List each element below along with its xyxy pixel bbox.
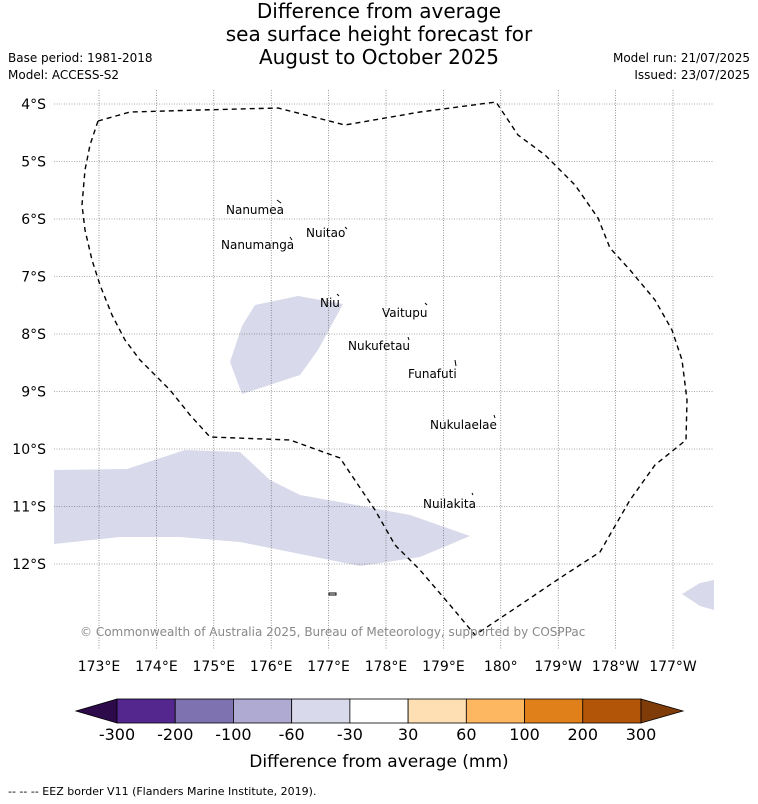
island-label-nanumea: Nanumea [226,203,284,217]
lon-label: 178°E [365,659,408,675]
base-period: Base period: 1981-2018 [8,51,153,65]
colorbar-tick-labels: -300 -200 -100 -60 -30 30 60 100 200 300 [99,725,656,744]
lon-label: 177°E [307,659,350,675]
colorbar-segment [524,698,584,724]
island-mark-nuilakita [471,492,474,496]
model-name: Model: ACCESS-S2 [8,68,120,82]
map-title: Difference from average sea surface heig… [0,0,758,69]
eez-legend-footer: -- -- -- EEZ border V11 (Flanders Marine… [8,785,317,798]
colorbar-segment [291,698,351,724]
island-mark-nuitao [344,226,348,230]
colorbar-tick-label: 60 [456,725,476,744]
colorbar-extend-low [74,698,118,724]
model-run: Model run: 21/07/2025 [612,51,750,65]
colorbar-tick-label: -60 [279,725,305,744]
island-label-nanumanga: Nanumanga [221,238,294,252]
lon-label: 177°W [649,659,697,675]
issued-date: Issued: 23/07/2025 [634,68,750,82]
anomaly-shading [54,296,714,610]
colorbar-tick-label: -200 [157,725,193,744]
lat-label: 4°S [21,97,46,113]
colorbar-tick-label: -30 [337,725,363,744]
island-label-nukufetau: Nukufetau [348,339,410,353]
colorbar-tick-label: 30 [398,725,418,744]
lat-label: 12°S [12,557,46,573]
island-mark-nukulaelae [493,414,496,419]
lat-label: 6°S [21,212,46,228]
lon-label: 178°W [592,659,640,675]
colorbar-tick-label: -300 [99,725,135,744]
lon-label: 175°E [193,659,236,675]
lon-label: 179°E [422,659,465,675]
colorbar-segment [349,698,409,724]
island-label-nuitao: Nuitao [306,226,345,240]
lat-label: 5°S [21,155,46,171]
island-mark-nanumanga [289,236,293,241]
island-label-funafuti: Funafuti [408,367,457,381]
graticule [54,90,714,650]
island-label-niu: Niu [320,296,340,310]
longitude-labels: 173°E 174°E 175°E 176°E 177°E 178°E 179°E 180° 1… [78,659,697,675]
colorbar-tick-label: 300 [626,725,657,744]
island-label-vaitupu: Vaitupu [382,306,428,320]
island-label-nukulaelae: Nukulaelae [430,418,497,432]
lon-label: 173°E [78,659,121,675]
colorbar: -300 -200 -100 -60 -30 30 60 100 200 300 Differen… [74,698,685,772]
colorbar-tick-label: -100 [215,725,251,744]
map-background [54,90,714,650]
anomaly-patch-north [230,296,343,394]
island-mark-funafuti [454,359,457,367]
title-line-1: Difference from average [256,0,502,23]
lon-label: 176°E [250,659,293,675]
anomaly-patch-east [682,580,714,610]
colorbar-segment [407,698,467,724]
lon-label: 179°W [534,659,582,675]
colorbar-segment [582,698,642,724]
island-mark-nukufetau [407,336,410,341]
title-line-3: August to October 2025 [258,45,500,69]
lon-label: 174°E [135,659,178,675]
colorbar-tick-label: 200 [568,725,599,744]
colorbar-segment [174,698,234,724]
small-island-outline [328,592,337,596]
lon-label: 180° [484,659,518,675]
latitude-labels: 4°S 5°S 6°S 7°S 8°S 9°S 10°S 11°S 12°S [12,97,46,573]
lat-label: 9°S [21,385,46,401]
colorbar-segment [233,698,293,724]
island-labels: Nanumea Nuitao Nanumanga Niu Vaitupu Nuk… [221,203,497,511]
lat-label: 11°S [12,500,46,516]
island-mark-nanumea [276,199,282,204]
eez-border [81,101,688,636]
island-label-nuilakita: Nuilakita [423,497,476,511]
copyright-notice: © Commonwealth of Australia 2025, Bureau… [80,625,585,639]
colorbar-segment [465,698,525,724]
island-marks [276,199,496,596]
meta-right: Model run: 21/07/2025 Issued: 23/07/2025 [613,50,750,84]
colorbar-title: Difference from average (mm) [249,752,508,772]
colorbar-segments [116,698,642,724]
lat-label: 8°S [21,327,46,343]
map-panel: Nanumea Nuitao Nanumanga Niu Vaitupu Nuk… [54,90,714,650]
colorbar-segment [116,698,176,724]
colorbar-tick-label: 100 [509,725,540,744]
title-line-2: sea surface height forecast for [225,22,533,46]
anomaly-patch-south [54,450,470,566]
lat-label: 10°S [12,442,46,458]
island-mark-niu [336,293,340,297]
colorbar-extend-high [640,698,685,724]
island-mark-vaitupu [424,302,428,306]
lat-label: 7°S [21,270,46,286]
meta-left: Base period: 1981-2018 Model: ACCESS-S2 [8,50,153,84]
